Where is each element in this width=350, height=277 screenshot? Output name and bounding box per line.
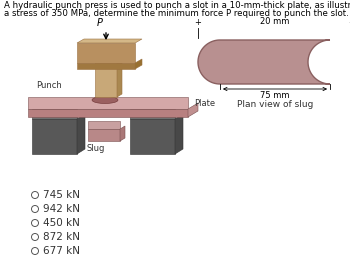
Polygon shape: [198, 40, 330, 84]
Text: Plate: Plate: [194, 99, 215, 109]
Polygon shape: [32, 119, 77, 154]
Text: Slug: Slug: [87, 144, 105, 153]
Polygon shape: [28, 97, 188, 109]
Text: Plan view of slug: Plan view of slug: [237, 100, 313, 109]
Polygon shape: [130, 109, 175, 119]
Polygon shape: [120, 126, 125, 141]
Text: 450 kN: 450 kN: [43, 218, 80, 228]
Text: 942 kN: 942 kN: [43, 204, 80, 214]
Polygon shape: [117, 56, 122, 97]
Polygon shape: [88, 129, 120, 141]
Polygon shape: [28, 109, 188, 117]
Polygon shape: [77, 114, 85, 154]
Text: 20 mm: 20 mm: [260, 17, 290, 26]
Text: +: +: [195, 18, 202, 27]
Polygon shape: [77, 39, 142, 43]
Polygon shape: [77, 63, 135, 69]
Text: a stress of 350 MPa, determine the minimum force P required to punch the slot.: a stress of 350 MPa, determine the minim…: [4, 9, 349, 18]
Polygon shape: [95, 59, 117, 97]
Polygon shape: [88, 121, 120, 129]
Text: 872 kN: 872 kN: [43, 232, 80, 242]
Polygon shape: [77, 43, 135, 63]
Polygon shape: [135, 59, 142, 69]
Text: P: P: [97, 18, 103, 28]
Text: Punch: Punch: [36, 81, 62, 89]
Text: A hydraulic punch press is used to punch a slot in a 10-mm-thick plate, as illus: A hydraulic punch press is used to punch…: [4, 1, 350, 10]
Polygon shape: [130, 119, 175, 154]
Polygon shape: [175, 114, 183, 154]
Polygon shape: [188, 103, 198, 117]
Polygon shape: [32, 109, 77, 119]
Text: 745 kN: 745 kN: [43, 190, 80, 200]
Text: 75 mm: 75 mm: [260, 91, 290, 100]
Ellipse shape: [92, 96, 118, 104]
Text: 677 kN: 677 kN: [43, 246, 80, 256]
Text: +: +: [349, 18, 350, 27]
